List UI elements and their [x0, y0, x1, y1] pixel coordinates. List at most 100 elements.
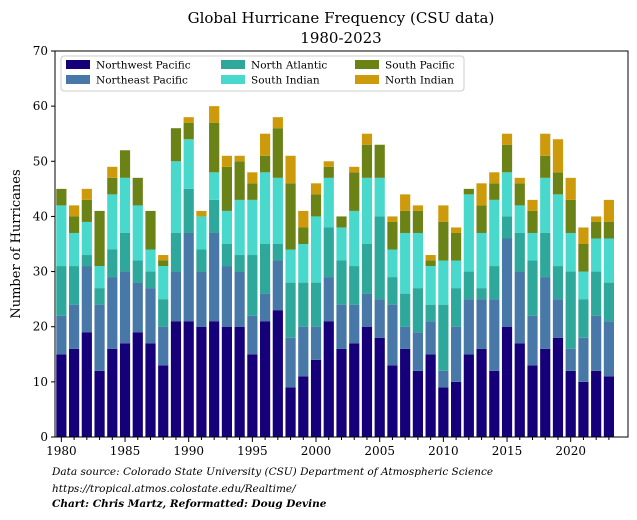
- bar-1982-series-0: [81, 332, 92, 437]
- y-tick-label-60: 60: [33, 99, 48, 113]
- bar-2012-series-0: [463, 354, 474, 437]
- bar-1992-series-1: [209, 232, 220, 322]
- bar-1998-series-4: [285, 183, 296, 250]
- bar-2005-series-2: [374, 216, 385, 300]
- chart-title: Global Hurricane Frequency (CSU data): [188, 9, 495, 27]
- bar-1993-series-4: [221, 166, 232, 211]
- bar-1997-series-5: [272, 117, 283, 129]
- bar-2015-series-3: [501, 172, 513, 217]
- bar-1994-series-3: [234, 199, 245, 256]
- bar-1981-series-4: [69, 216, 80, 233]
- bar-1985-series-3: [119, 177, 131, 233]
- bar-2015-series-4: [501, 144, 513, 173]
- bar-2022-series-5: [591, 216, 602, 222]
- bar-1992-series-3: [209, 172, 220, 200]
- bar-2005-series-4: [374, 144, 385, 178]
- bar-1988-series-5: [158, 255, 169, 261]
- bar-2017-series-2: [527, 260, 538, 316]
- bar-1986-series-4: [132, 177, 143, 206]
- bar-1993-series-3: [221, 210, 232, 244]
- x-tick-label-1980: 1980: [46, 444, 77, 458]
- legend: Northwest Pacific North Atlantic South Pac…: [60, 55, 465, 92]
- bar-1982-series-5: [81, 188, 92, 200]
- legend-label-1: Northeast Pacific: [96, 75, 188, 87]
- bar-1988-series-0: [158, 365, 169, 437]
- bar-1992-series-0: [209, 321, 220, 437]
- bar-2002-series-4: [336, 216, 347, 228]
- bar-1980-series-2: [56, 266, 67, 316]
- bar-2000-series-5: [310, 183, 322, 195]
- bar-1988-series-4: [158, 260, 169, 267]
- bar-2017-series-3: [527, 232, 538, 261]
- bar-2014-series-5: [489, 172, 500, 184]
- x-tick-label-2000: 2000: [301, 444, 332, 458]
- bar-2000-series-3: [310, 216, 322, 283]
- y-tick-label-50: 50: [33, 154, 48, 168]
- bar-2007-series-1: [400, 326, 411, 349]
- bar-1982-series-2: [81, 255, 92, 267]
- legend-swatch-0: [66, 60, 90, 69]
- bar-1989-series-0: [170, 321, 182, 437]
- bar-2006-series-3: [387, 249, 398, 278]
- bar-2011-series-5: [451, 227, 462, 233]
- bar-2009-series-1: [425, 321, 436, 355]
- bar-2008-series-0: [412, 370, 423, 437]
- bar-2009-series-2: [425, 304, 436, 322]
- bar-1995-series-1: [247, 315, 258, 355]
- bar-2005-series-3: [374, 177, 385, 217]
- bar-1984-series-5: [107, 166, 118, 178]
- bar-2002-series-3: [336, 227, 347, 261]
- bar-1991-series-3: [196, 216, 207, 250]
- bar-1989-series-3: [170, 161, 182, 233]
- bar-2011-series-4: [451, 232, 462, 261]
- x-tick-label-2015: 2015: [492, 444, 523, 458]
- bar-1982-series-4: [81, 199, 92, 222]
- bar-1986-series-3: [132, 205, 143, 261]
- bar-2007-series-3: [400, 232, 411, 294]
- bar-2005-series-0: [374, 337, 385, 437]
- footer-credit: Chart: Chris Martz, Reformatted: Doug De…: [52, 498, 327, 510]
- bar-1998-series-2: [285, 282, 296, 338]
- bar-1981-series-5: [69, 205, 80, 217]
- bar-2014-series-4: [489, 183, 500, 200]
- bar-1999-series-3: [298, 244, 309, 283]
- x-tick-label-2010: 2010: [428, 444, 459, 458]
- bar-2023-series-3: [603, 238, 614, 283]
- bar-2013-series-3: [476, 232, 487, 289]
- bar-1987-series-1: [145, 288, 156, 344]
- legend-swatch-4: [355, 60, 379, 69]
- bar-1980-series-1: [56, 315, 67, 355]
- bar-1986-series-2: [132, 260, 143, 283]
- bar-1995-series-4: [247, 183, 258, 200]
- bar-2016-series-0: [514, 343, 525, 437]
- bar-1988-series-2: [158, 299, 169, 327]
- bar-1993-series-1: [221, 266, 232, 327]
- y-tick-label-0: 0: [40, 430, 48, 444]
- bar-2006-series-0: [387, 365, 398, 437]
- bar-1993-series-5: [221, 155, 232, 167]
- bar-2006-series-4: [387, 221, 398, 250]
- bar-1999-series-2: [298, 282, 309, 327]
- bar-1992-series-5: [209, 106, 220, 123]
- bar-1980-series-4: [56, 188, 67, 206]
- bar-1987-series-3: [145, 249, 156, 272]
- bar-1996-series-5: [260, 133, 271, 156]
- bar-1990-series-0: [183, 321, 194, 437]
- bar-2018-series-0: [540, 348, 551, 437]
- x-tick-label-1990: 1990: [173, 444, 204, 458]
- bar-2011-series-0: [451, 381, 462, 437]
- bar-2021-series-1: [578, 337, 589, 382]
- bar-2004-series-3: [361, 177, 373, 244]
- bar-1991-series-1: [196, 271, 207, 327]
- bar-1994-series-5: [234, 155, 245, 162]
- bar-2006-series-2: [387, 277, 398, 305]
- bar-1980-series-3: [56, 205, 67, 267]
- bar-2014-series-2: [489, 266, 500, 300]
- bar-2019-series-2: [552, 266, 564, 300]
- bar-2022-series-4: [591, 221, 602, 239]
- bar-2001-series-4: [323, 166, 334, 178]
- bar-2001-series-1: [323, 277, 334, 322]
- bar-2021-series-4: [578, 244, 589, 272]
- bar-1985-series-2: [119, 232, 131, 272]
- bar-2009-series-0: [425, 354, 436, 437]
